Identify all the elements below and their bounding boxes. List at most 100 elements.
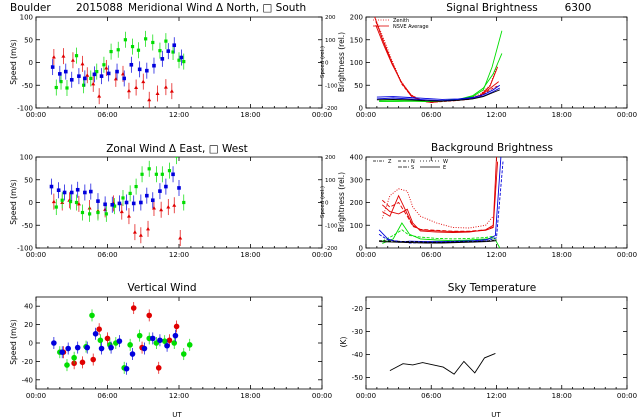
vertical-xtick-label: 18:00 [240, 392, 260, 400]
zonal-point-red [119, 209, 124, 214]
meridional-point-green [144, 37, 148, 41]
meridional-point-green [182, 59, 186, 64]
vertical-point-blue [108, 344, 114, 351]
vertical-ytick-label: -40 [22, 376, 33, 384]
meridional-point-blue [99, 74, 104, 78]
sky-ytick-label: -30 [352, 328, 363, 336]
zonal-point-green [147, 167, 151, 171]
meridional-point-green [102, 63, 106, 67]
meridional-point-red [51, 55, 56, 59]
vertical-point-blue [98, 345, 105, 352]
vertical-ytick-label: 20 [24, 321, 33, 329]
zonal-point-blue [89, 189, 93, 194]
background-series-line [379, 240, 497, 244]
x-axis-label-left: UT [172, 411, 182, 419]
vertical-point-red [166, 337, 173, 344]
signal-ytick-label: 100 [350, 59, 363, 67]
meridional-point-red [61, 54, 66, 58]
meridional-point-green [74, 54, 79, 58]
meridional-rtick-label: 100 [325, 38, 336, 44]
zonal-rtick-label: -200 [325, 246, 338, 252]
signal-ylabel: Brightness (rel.) [337, 32, 346, 92]
signal-ytick-label: 50 [354, 82, 363, 90]
background-plot: 0 100 200 300 400 00:00 06:00 12:00 18:00 00:00 [350, 154, 637, 260]
signal-series-line [376, 84, 501, 100]
background-ytick-label: 100 [350, 222, 363, 230]
meridional-point-green [54, 85, 58, 90]
legend-n: N [411, 159, 415, 165]
vertical-xtick-label: 12:00 [169, 392, 189, 400]
zonal-rtick-label: 0 [325, 201, 329, 207]
meridional-rtick-label: 0 [325, 61, 329, 67]
signal-series-line [379, 30, 503, 103]
zonal-rtick-label: 100 [325, 178, 336, 184]
meridional-point-red [169, 89, 174, 93]
signal-plot: 0 50 100 150 200 00:00 06:00 12:00 18:00 00:00 [350, 14, 637, 120]
sky-ytick-label: -20 [352, 305, 363, 313]
vertical-plot: -40 -20 0 20 40 00:00 06:00 12:00 18:00 00:00 [22, 296, 332, 400]
meridional-ytick-label: -100 [17, 105, 33, 113]
background-series-line [381, 188, 494, 229]
meridional-point-red [80, 61, 85, 66]
meridional-point-blue [137, 67, 142, 72]
meridional-point-green [123, 38, 127, 42]
vertical-title: Vertical Wind [127, 282, 196, 294]
zonal-point-blue [110, 202, 115, 207]
zonal-xtick-label: 06:00 [97, 251, 117, 259]
meridional-point-green [164, 39, 168, 43]
signal-title: Signal Brightness [446, 2, 538, 14]
meridional-point-blue [172, 43, 177, 48]
background-series-line [379, 239, 497, 243]
meridional-point-green [151, 40, 155, 45]
legend-nsve: NSVE Average [393, 24, 429, 30]
zonal-point-green [104, 212, 108, 216]
background-xtick-label: 18:00 [552, 251, 572, 259]
zonal-ytick-label: -100 [17, 245, 33, 253]
meridional-point-blue [83, 76, 87, 81]
meridional-point-green [116, 48, 120, 52]
zonal-point-blue [171, 172, 175, 177]
vertical-point-blue [84, 344, 91, 351]
meridional-point-green [158, 49, 162, 53]
zonal-xtick-label: 00:00 [26, 251, 46, 259]
meridional-point-green [130, 44, 135, 49]
signal-xtick-label: 00:00 [617, 111, 637, 119]
meridional-xtick-label: 12:00 [169, 111, 189, 119]
meridional-point-red [141, 79, 146, 84]
sky-frame [365, 296, 628, 390]
background-xtick-label: 12:00 [486, 251, 506, 259]
zonal-ytick-label: -50 [22, 222, 33, 230]
vertical-point-blue [74, 344, 81, 351]
zonal-point-blue [117, 201, 122, 206]
meridional-point-red [104, 65, 109, 70]
meridional-rlabel: Speed (rel.) [320, 46, 326, 78]
zonal-point-red [178, 235, 183, 240]
signal-ytick-label: 200 [350, 14, 363, 22]
vertical-point-green [171, 340, 178, 346]
zonal-point-blue [49, 184, 54, 189]
meridional-rtick-label: 200 [325, 15, 336, 21]
signal-series-line [376, 89, 500, 102]
meridional-ytick-label: 0 [29, 59, 33, 67]
vertical-point-blue [51, 340, 57, 346]
zonal-point-green [154, 172, 158, 176]
zonal-point-red [172, 203, 177, 207]
zonal-point-green [128, 191, 132, 195]
zonal-point-green [140, 172, 144, 176]
sky-xtick-label: 00:00 [617, 392, 637, 400]
background-xtick-label: 00:00 [617, 251, 637, 259]
meridional-point-green [136, 48, 141, 52]
meridional-point-blue [115, 69, 119, 74]
sky-plot: -50 -40 -30 -20 00:00 06:00 12:00 18:00 00:00 [352, 296, 637, 400]
zonal-plot: -100 -200 -50 -100 0 0 50 100 100 200 00:00 06:00 12… [17, 154, 338, 260]
meridional-ytick-label: -50 [22, 82, 33, 90]
sky-xtick-label: 12:00 [486, 392, 506, 400]
meridional-point-blue [69, 77, 74, 82]
meridional-plot: -100 -200 -50 -100 0 0 50 100 100 200 00:00 06:00 12… [17, 14, 338, 120]
vertical-point-green [71, 354, 77, 361]
legend-z: Z [388, 159, 392, 165]
background-ytick-label: 400 [350, 154, 363, 162]
background-series-line [381, 199, 494, 232]
zonal-point-blue [164, 184, 168, 189]
